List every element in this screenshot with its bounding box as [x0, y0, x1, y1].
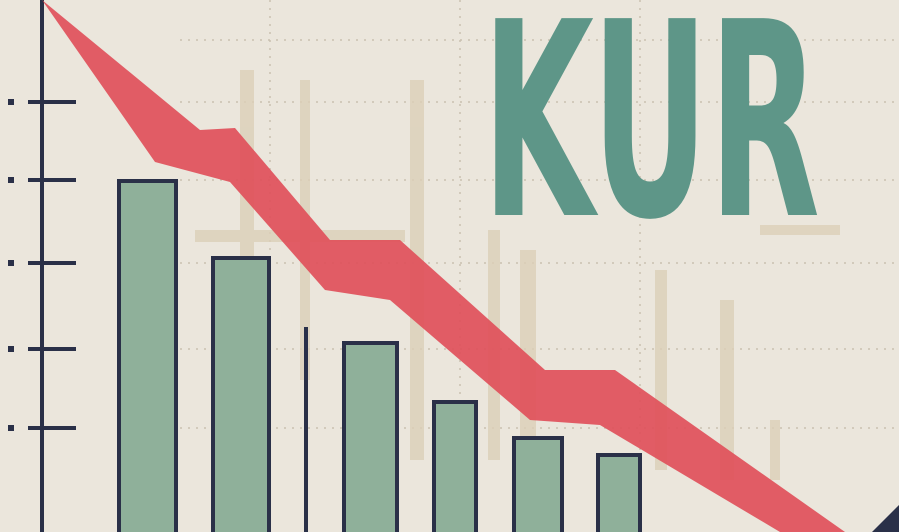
faded-column	[770, 420, 780, 480]
bar	[596, 453, 642, 532]
bar	[117, 179, 178, 532]
faded-bar	[760, 225, 840, 235]
tick-dot	[8, 99, 14, 105]
trend-band	[42, 0, 845, 532]
tick-dot	[8, 177, 14, 183]
title-text: KUR	[482, 0, 820, 279]
tick-dot	[8, 346, 14, 352]
bar	[342, 341, 399, 532]
bars	[117, 179, 642, 532]
arrow-head	[872, 505, 899, 532]
bar	[211, 256, 271, 532]
tick-dot	[8, 425, 14, 431]
bar	[512, 436, 564, 532]
bar	[432, 400, 478, 532]
tick-dots	[8, 99, 14, 431]
faded-column	[720, 300, 734, 480]
y-axis	[28, 0, 76, 532]
tick-dot	[8, 260, 14, 266]
